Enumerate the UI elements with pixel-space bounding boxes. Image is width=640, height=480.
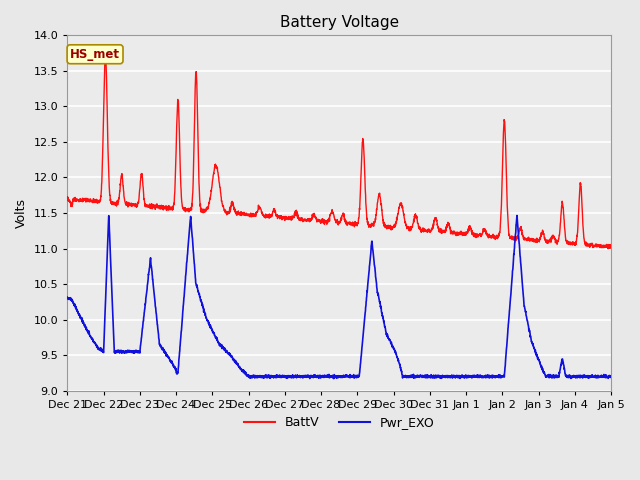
BattV	[158, 205, 166, 211]
Text: HS_met: HS_met	[70, 48, 120, 61]
Pwr_EXO	[158, 344, 166, 350]
Pwr_EXO	[63, 294, 71, 300]
BattV	[596, 244, 604, 250]
BattV	[63, 194, 71, 200]
Pwr_EXO	[607, 373, 615, 379]
Line: BattV: BattV	[67, 52, 611, 249]
Pwr_EXO	[538, 367, 546, 372]
Pwr_EXO	[125, 349, 133, 355]
Title: Battery Voltage: Battery Voltage	[280, 15, 399, 30]
Pwr_EXO	[296, 374, 303, 380]
BattV	[272, 213, 280, 219]
BattV	[102, 49, 109, 55]
Pwr_EXO	[330, 376, 337, 382]
Pwr_EXO	[272, 373, 280, 379]
Line: Pwr_EXO: Pwr_EXO	[67, 216, 611, 379]
Legend: BattV, Pwr_EXO: BattV, Pwr_EXO	[239, 411, 440, 434]
BattV	[607, 244, 615, 250]
BattV	[296, 217, 303, 223]
Pwr_EXO	[597, 374, 605, 380]
Pwr_EXO	[513, 213, 521, 218]
BattV	[538, 231, 546, 237]
Y-axis label: Volts: Volts	[15, 198, 28, 228]
BattV	[125, 203, 133, 208]
BattV	[604, 246, 612, 252]
